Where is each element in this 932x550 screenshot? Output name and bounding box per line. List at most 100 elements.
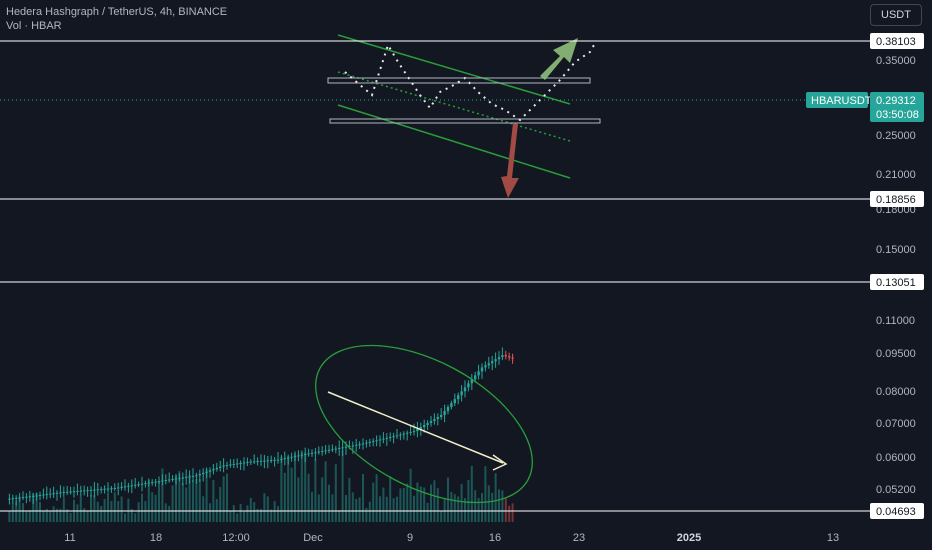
volume-bar [481,493,483,522]
candle-body [38,494,42,496]
candle-body [389,437,392,439]
candle-body [406,432,409,434]
bearish-arrow[interactable] [501,123,519,198]
x-tick-label: 16 [489,532,501,544]
volume-bar [202,496,205,522]
volume-bar [8,511,11,522]
volume-bar [62,497,65,522]
x-tick-label: 23 [573,532,585,544]
volume-bar [287,456,290,522]
candle-body [317,451,320,453]
channel-upper-line[interactable] [337,34,571,105]
candle-body [399,434,402,436]
currency-button[interactable]: USDT [870,4,922,26]
volume-bar [113,492,116,522]
drawings[interactable] [290,34,601,535]
candle-body [168,479,171,481]
candle-body [11,498,14,500]
volume-ellipse[interactable] [290,313,558,535]
symbol-legend[interactable]: Hedera Hashgraph / TetherUS, 4h, BINANCE [6,6,228,18]
volume-bar [453,494,456,522]
candle-body [42,494,45,496]
level-label: 0.04693 [870,503,924,519]
volume-bar [419,486,422,522]
resistance-box[interactable] [327,77,591,84]
y-tick-label: 0.08000 [876,386,916,398]
candle-body [508,356,511,358]
candle-body [477,371,480,376]
volume-bar [185,487,188,522]
candle-body [497,357,501,360]
volume-bar [416,482,419,522]
volume-bar [436,488,439,522]
volume-bar [304,452,307,522]
candle-body [358,444,361,446]
candle-body [191,475,195,477]
candle-body [484,365,487,368]
volume-trend-arrow-head[interactable] [492,454,508,471]
candle-body [453,399,456,404]
candle-body [429,421,433,424]
candle-body [45,494,48,496]
volume-bar [232,505,235,522]
volume-bar [161,468,164,522]
volume-bar [280,456,283,522]
candle-body [185,476,188,478]
candle-body [341,447,344,449]
candle-body [15,497,18,499]
volume-bar [22,503,24,522]
candle-body [52,493,55,495]
svg-text:0.38103: 0.38103 [876,36,916,48]
volume-bar [283,472,286,522]
volume-legend[interactable]: Vol · HBAR [6,20,62,32]
candle-body [307,453,310,455]
volume-bar [487,485,490,522]
volume-bar [226,473,228,522]
chart-legend: Hedera Hashgraph / TetherUS, 4h, BINANCE… [6,5,227,33]
candle-body [239,462,242,464]
y-tick-label: 0.11000 [876,315,915,327]
volume-bar [124,513,126,522]
candle-body [433,418,436,422]
x-tick-label: Dec [303,532,323,544]
volume-bar [389,476,392,522]
candle-body [32,495,35,497]
candle-body [117,487,120,489]
candle-body [25,496,28,498]
volume-bar [382,487,385,522]
volume-bar [69,512,72,522]
projection-dotted-path[interactable] [344,42,595,122]
candle-body [164,480,167,482]
volume-bar [11,502,14,522]
candle-body [106,488,110,490]
candle-body [385,437,388,439]
candle-body [402,433,405,435]
volume-trend-arrow-line[interactable] [327,391,504,464]
candle-body [297,455,300,457]
volume-bar [117,501,120,522]
candle-body [378,439,382,441]
candle-body [470,379,473,384]
volume-bar [430,484,432,522]
candle-body [263,460,266,462]
candle-body [219,466,222,468]
channel-lower-line[interactable] [337,104,571,179]
volume-bar [243,511,245,522]
y-tick-label: 0.07000 [876,418,916,430]
volume-bar [375,474,378,522]
candle-body [280,458,283,460]
candle-body [157,481,161,483]
time-axis[interactable]: 11 18 12:00 Dec 9 16 23 2025 13 [64,532,839,544]
support-box[interactable] [329,118,601,124]
bullish-arrow[interactable] [540,38,578,80]
volume-bar [52,506,55,522]
volume-bar [266,496,269,522]
volume-bar [314,459,317,522]
volume-bar [212,479,215,522]
candlesticks [8,347,514,506]
candle-body [225,464,229,466]
symbol-price-label: HBARUSDT [806,92,872,108]
y-tick-label: 0.05200 [876,484,916,496]
candle-body [382,438,385,440]
